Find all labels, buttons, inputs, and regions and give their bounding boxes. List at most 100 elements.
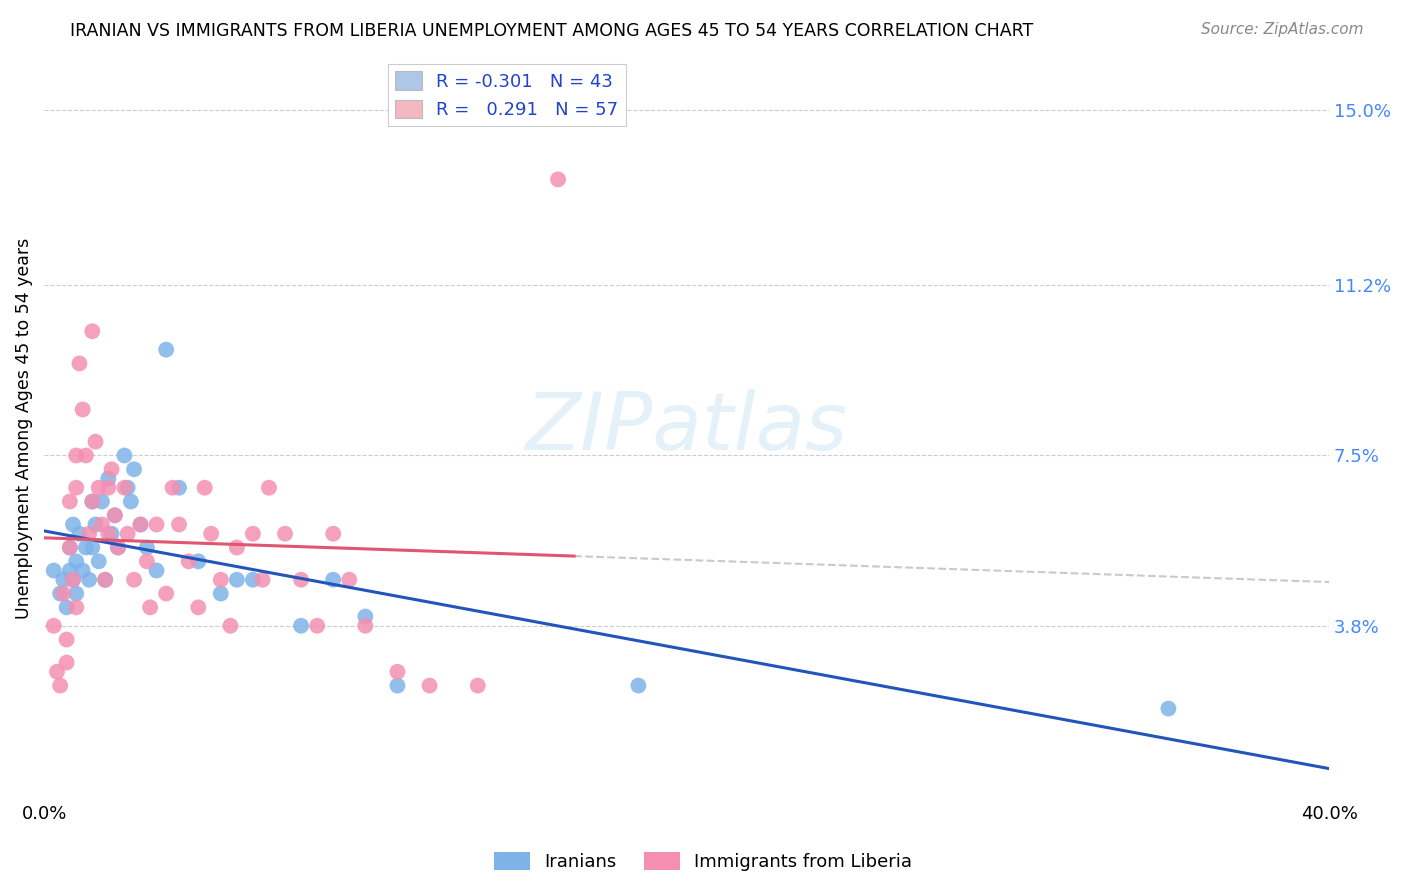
Point — [65, 586, 87, 600]
Point — [84, 434, 107, 449]
Y-axis label: Unemployment Among Ages 45 to 54 years: Unemployment Among Ages 45 to 54 years — [15, 237, 32, 618]
Point — [419, 679, 441, 693]
Point — [112, 481, 135, 495]
Point — [72, 564, 94, 578]
Point — [62, 573, 84, 587]
Point — [62, 517, 84, 532]
Point — [72, 402, 94, 417]
Point — [225, 541, 247, 555]
Text: ZIPatlas: ZIPatlas — [526, 389, 848, 467]
Point — [290, 619, 312, 633]
Point — [82, 541, 104, 555]
Point — [55, 656, 77, 670]
Point — [100, 462, 122, 476]
Point — [135, 541, 157, 555]
Point — [69, 356, 91, 370]
Point — [49, 679, 72, 693]
Text: Source: ZipAtlas.com: Source: ZipAtlas.com — [1201, 22, 1364, 37]
Point — [129, 517, 152, 532]
Point — [257, 481, 280, 495]
Point — [59, 494, 82, 508]
Point — [59, 541, 82, 555]
Point — [97, 471, 120, 485]
Point — [122, 573, 145, 587]
Text: IRANIAN VS IMMIGRANTS FROM LIBERIA UNEMPLOYMENT AMONG AGES 45 TO 54 YEARS CORREL: IRANIAN VS IMMIGRANTS FROM LIBERIA UNEMP… — [70, 22, 1033, 40]
Point — [209, 586, 232, 600]
Point — [100, 526, 122, 541]
Legend: Iranians, Immigrants from Liberia: Iranians, Immigrants from Liberia — [486, 845, 920, 879]
Point — [52, 573, 75, 587]
Point — [69, 526, 91, 541]
Point — [59, 564, 82, 578]
Point — [65, 449, 87, 463]
Point — [187, 554, 209, 568]
Point — [322, 526, 344, 541]
Point — [65, 481, 87, 495]
Point — [59, 541, 82, 555]
Point — [82, 324, 104, 338]
Point — [155, 586, 177, 600]
Point — [46, 665, 69, 679]
Point — [87, 481, 110, 495]
Point — [104, 508, 127, 523]
Point — [627, 679, 650, 693]
Point — [49, 586, 72, 600]
Point — [94, 573, 117, 587]
Point — [155, 343, 177, 357]
Point — [42, 619, 65, 633]
Point — [337, 573, 360, 587]
Point — [354, 619, 377, 633]
Point — [307, 619, 329, 633]
Point — [129, 517, 152, 532]
Point — [55, 600, 77, 615]
Point — [82, 494, 104, 508]
Point — [87, 554, 110, 568]
Point — [82, 494, 104, 508]
Point — [97, 526, 120, 541]
Point — [55, 632, 77, 647]
Point — [162, 481, 184, 495]
Point — [75, 449, 97, 463]
Point — [252, 573, 274, 587]
Point — [354, 609, 377, 624]
Point — [62, 573, 84, 587]
Point — [94, 573, 117, 587]
Point — [219, 619, 242, 633]
Legend: R = -0.301   N = 43, R =   0.291   N = 57: R = -0.301 N = 43, R = 0.291 N = 57 — [388, 64, 626, 127]
Point — [42, 564, 65, 578]
Point — [65, 600, 87, 615]
Point — [194, 481, 217, 495]
Point — [120, 494, 142, 508]
Point — [209, 573, 232, 587]
Point — [104, 508, 127, 523]
Point — [77, 526, 100, 541]
Point — [107, 541, 129, 555]
Point — [90, 517, 112, 532]
Point — [135, 554, 157, 568]
Point — [90, 494, 112, 508]
Point — [242, 573, 264, 587]
Point — [117, 526, 139, 541]
Point — [225, 573, 247, 587]
Point — [117, 481, 139, 495]
Point — [65, 554, 87, 568]
Point — [1157, 701, 1180, 715]
Point — [97, 481, 120, 495]
Point — [187, 600, 209, 615]
Point — [145, 517, 167, 532]
Point — [167, 517, 190, 532]
Point — [274, 526, 297, 541]
Point — [75, 541, 97, 555]
Point — [322, 573, 344, 587]
Point — [387, 665, 409, 679]
Point — [290, 573, 312, 587]
Point — [177, 554, 200, 568]
Point — [52, 586, 75, 600]
Point — [387, 679, 409, 693]
Point — [84, 517, 107, 532]
Point — [139, 600, 162, 615]
Point — [547, 172, 569, 186]
Point — [107, 541, 129, 555]
Point — [77, 573, 100, 587]
Point — [112, 449, 135, 463]
